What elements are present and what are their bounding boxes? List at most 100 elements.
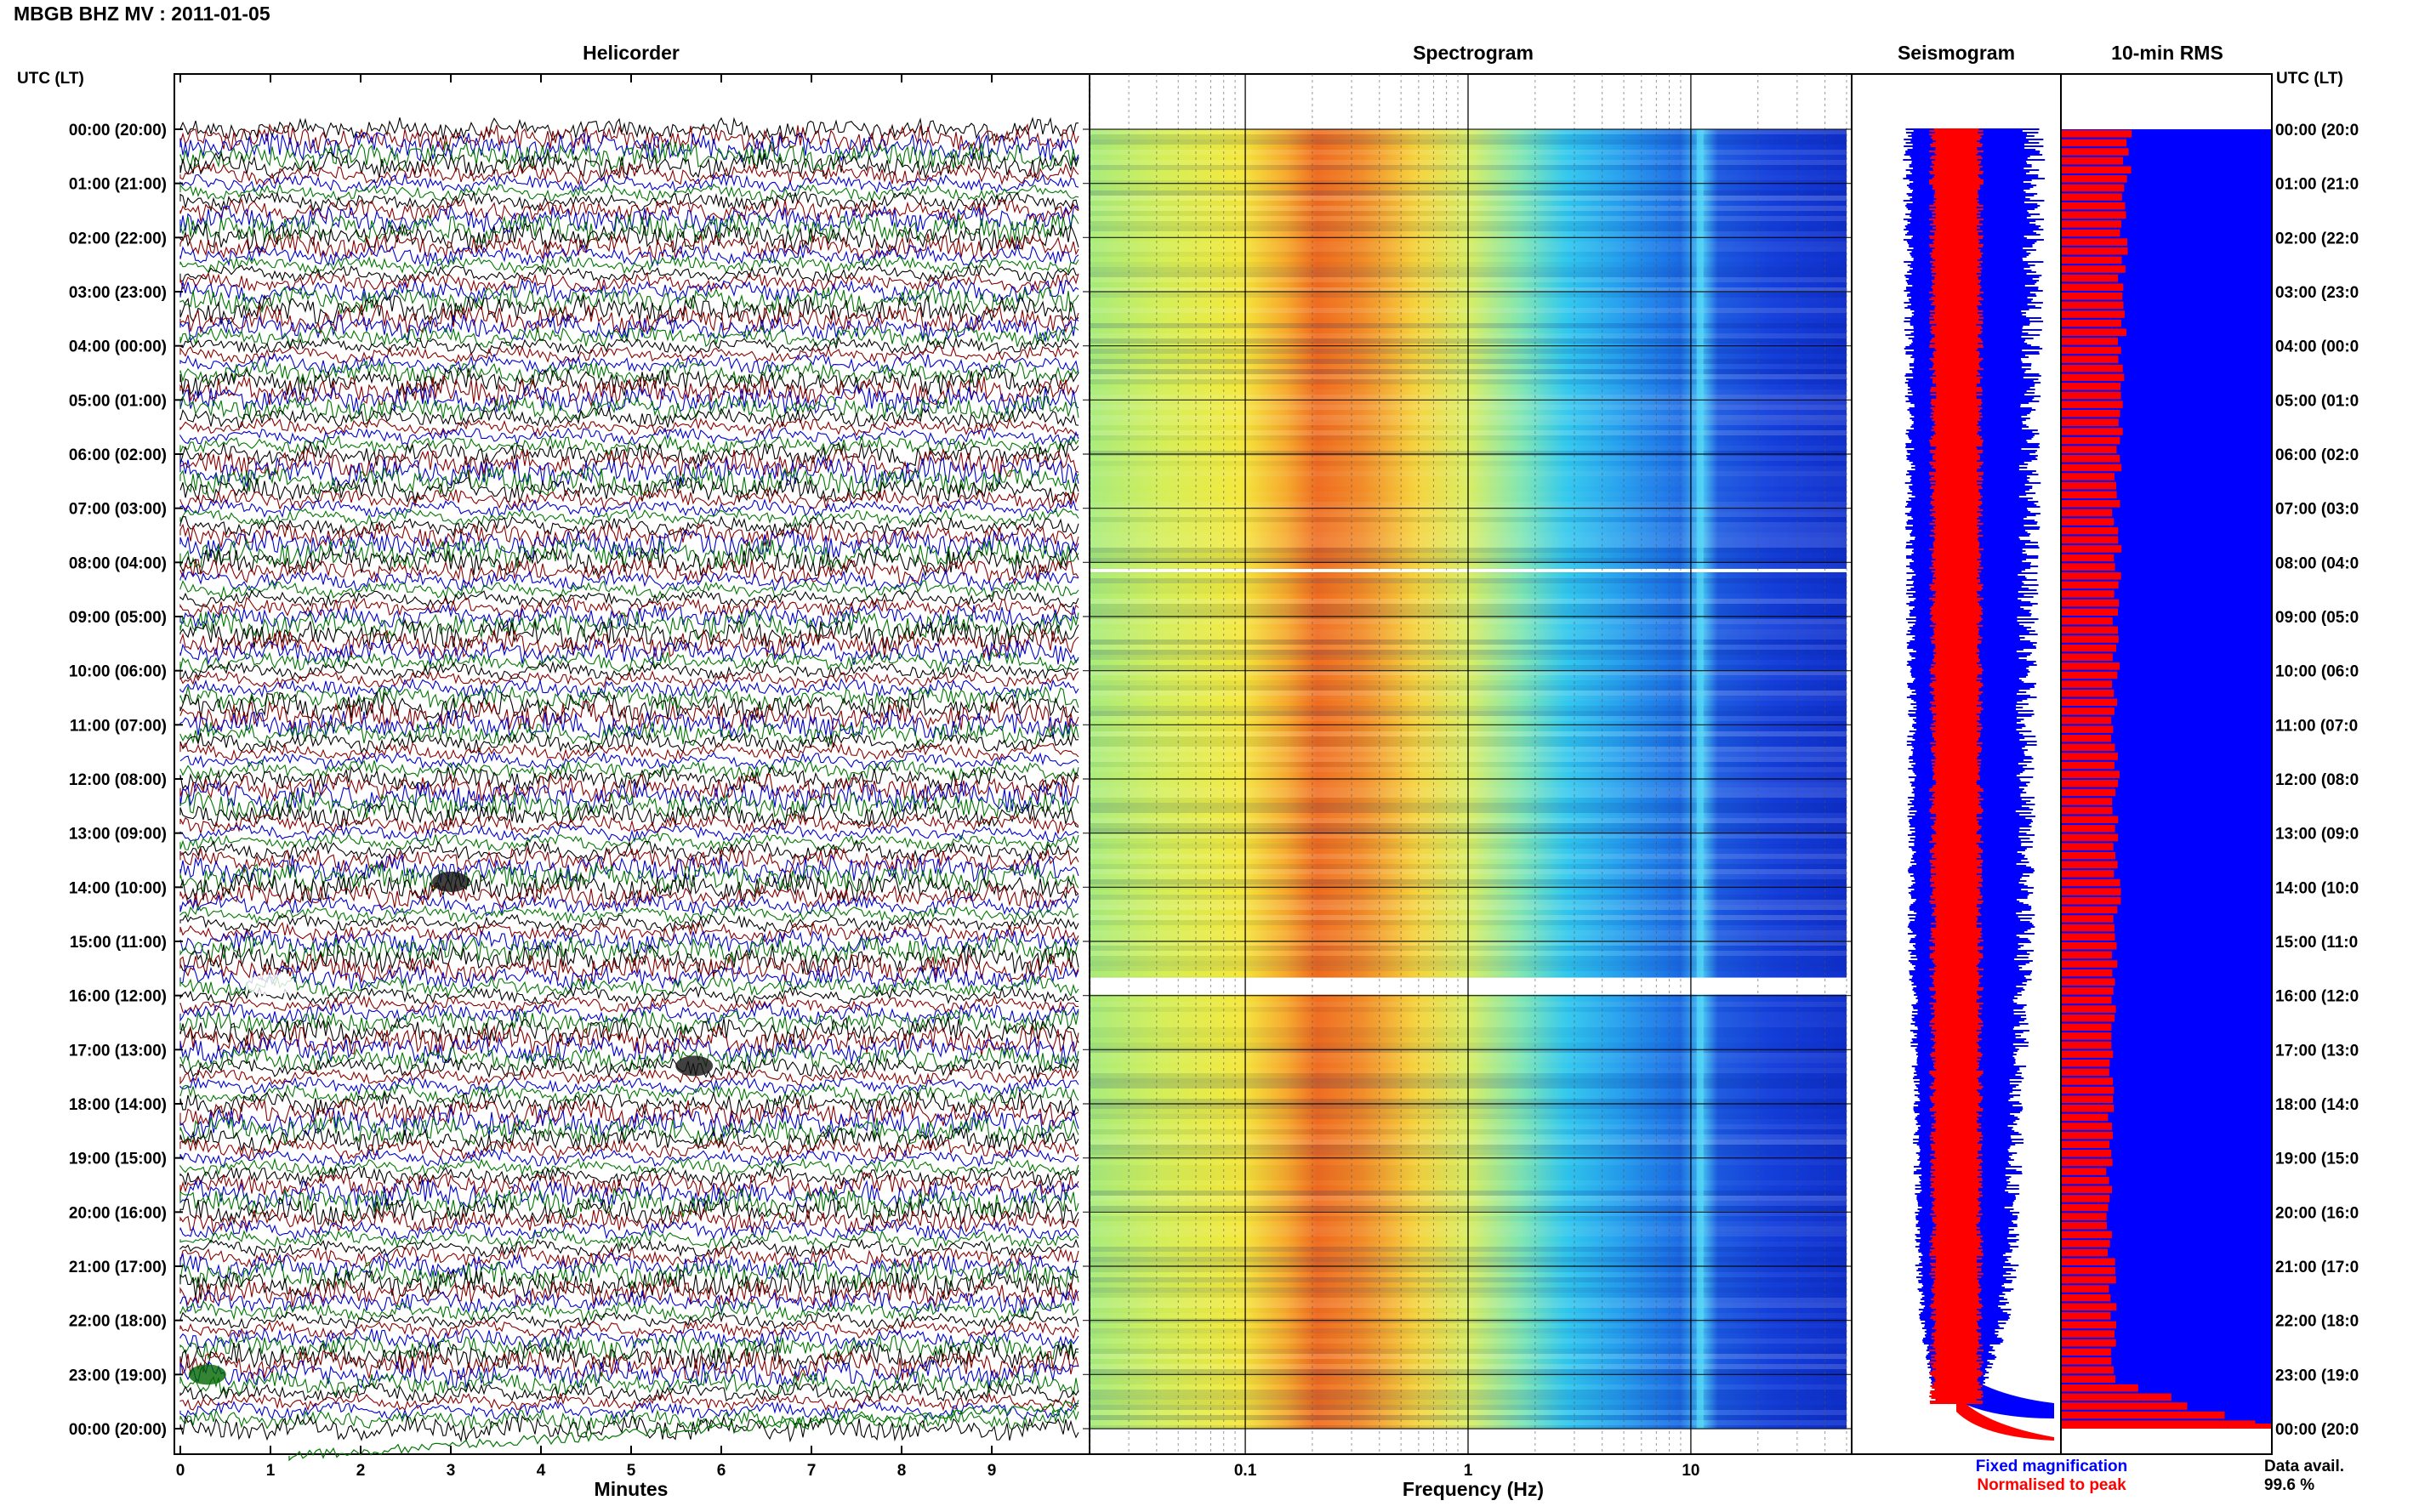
helicorder-trace xyxy=(179,325,1079,348)
hour-tick-label-left: 03:00 (23:00) xyxy=(69,284,167,302)
rms-bar xyxy=(2062,1357,2112,1365)
rms-bar xyxy=(2062,319,2121,327)
helicorder-event xyxy=(675,1055,714,1077)
hour-tick-label-right: 23:00 (19:0 xyxy=(2275,1367,2359,1384)
rms-bar xyxy=(2062,969,2113,977)
rms-bar xyxy=(2062,1203,2109,1212)
rms-bar xyxy=(2062,896,2121,905)
helicorder-trace xyxy=(179,1327,1079,1350)
helicorder-trace xyxy=(179,1067,1079,1087)
rms-bar xyxy=(2062,581,2119,589)
spectrogram-frequency-grid: 0.1 1 10 xyxy=(1089,74,1847,1480)
helicorder-trace xyxy=(179,928,1079,954)
helicorder-trace xyxy=(179,709,1079,740)
helicorder-trace xyxy=(179,162,1079,186)
hour-tick-label-right: 22:00 (18:0 xyxy=(2275,1313,2359,1331)
helicorder-x-tick-label: 3 xyxy=(447,1462,456,1480)
helicorder-trace xyxy=(179,833,1079,852)
hour-tick-label-right: 10:00 (06:0 xyxy=(2275,663,2359,681)
rms-bar xyxy=(2062,391,2121,400)
rms-bar xyxy=(2062,933,2115,941)
rms-bar xyxy=(2062,996,2112,1004)
rms-bar xyxy=(2062,851,2115,860)
helicorder-x-tick-label: 7 xyxy=(807,1462,817,1480)
helicorder-trace xyxy=(179,558,1079,586)
spectrogram-xlabel: Frequency (Hz) xyxy=(1403,1478,1544,1500)
rms-bar xyxy=(2062,1005,2116,1013)
rms-bar xyxy=(2062,743,2115,752)
helicorder-trace xyxy=(179,617,1079,651)
rms-bar xyxy=(2062,346,2121,355)
hour-tick-label-right: 18:00 (14:0 xyxy=(2275,1096,2359,1114)
helicorder-event xyxy=(245,974,296,995)
hour-tick-label-left: 08:00 (04:00) xyxy=(69,554,167,572)
helicorder-trace-drift xyxy=(288,1400,1079,1462)
seismogram-traces xyxy=(1903,128,2054,1441)
rms-bar xyxy=(2062,608,2119,616)
rms-bars xyxy=(2062,130,2271,1429)
rms-bar xyxy=(2062,1123,2112,1130)
helicorder-trace xyxy=(179,151,1079,180)
helicorder-trace xyxy=(179,751,1079,770)
hour-tick-label-left: 20:00 (16:00) xyxy=(69,1204,167,1222)
helicorder-trace xyxy=(179,1252,1079,1280)
helicorder-trace xyxy=(179,1300,1079,1322)
rms-bar xyxy=(2062,1077,2114,1085)
helicorder-trace xyxy=(179,1024,1079,1056)
page-title: MBGB BHZ MV : 2011-01-05 xyxy=(14,3,270,25)
helicorder-trace xyxy=(179,1334,1079,1362)
rms-bar-final xyxy=(2062,1424,2271,1429)
spectrogram-x-tick-label: 10 xyxy=(1682,1462,1699,1480)
helicorder-trace xyxy=(179,1083,1079,1106)
hour-tick-label-right: 03:00 (23:0 xyxy=(2275,284,2359,302)
rms-bar xyxy=(2062,644,2116,652)
helicorder-trace xyxy=(179,435,1079,456)
rms-bar xyxy=(2062,401,2123,408)
helicorder-trace xyxy=(179,975,1079,998)
helicorder-trace xyxy=(179,222,1079,253)
rms-bar xyxy=(2062,1402,2188,1410)
helicorder-trace xyxy=(179,731,1079,755)
helicorder-trace xyxy=(179,650,1079,674)
rms-bar xyxy=(2062,328,2126,337)
rms-bar xyxy=(2062,1131,2113,1140)
rms-bar xyxy=(2062,229,2120,237)
rms-title: 10-min RMS xyxy=(2111,42,2223,64)
rms-bar xyxy=(2062,418,2119,427)
rms-bar xyxy=(2062,373,2125,382)
helicorder-trace xyxy=(179,1197,1079,1227)
rms-bar xyxy=(2062,364,2123,372)
rms-bar xyxy=(2062,635,2119,643)
rms-bar xyxy=(2062,1393,2171,1401)
hour-tick-label-left: 14:00 (10:00) xyxy=(69,879,167,897)
helicorder-trace xyxy=(179,360,1079,387)
helicorder-trace xyxy=(179,1350,1079,1383)
helicorder-trace xyxy=(179,913,1079,933)
rms-bar xyxy=(2062,148,2129,156)
rms-bar xyxy=(2062,915,2114,923)
hour-tick-label-right: 01:00 (21:0 xyxy=(2275,176,2359,194)
rms-bar xyxy=(2062,1375,2115,1383)
hour-tick-label-left: 12:00 (08:00) xyxy=(69,771,167,789)
helicorder-trace xyxy=(179,861,1079,894)
rms-background xyxy=(2062,129,2271,1429)
helicorder-x-tick-label: 4 xyxy=(537,1462,546,1480)
rms-bar xyxy=(2062,509,2113,517)
hour-tick-label-left: 06:00 (02:00) xyxy=(69,446,167,464)
rms-bar xyxy=(2062,500,2120,508)
rms-bar xyxy=(2062,1285,2109,1293)
rms-bar xyxy=(2062,455,2120,463)
rms-bar xyxy=(2062,428,2123,435)
helicorder-trace xyxy=(179,685,1079,712)
rms-bar xyxy=(2062,689,2114,697)
helicorder-trace xyxy=(179,1016,1079,1047)
helicorder-trace xyxy=(179,1126,1079,1153)
helicorder-trace xyxy=(179,773,1079,804)
hour-tick-label-left: 23:00 (19:00) xyxy=(69,1367,167,1384)
hour-tick-label-right: 11:00 (07:0 xyxy=(2275,717,2358,735)
rms-bar xyxy=(2062,590,2114,598)
rms-bar xyxy=(2062,1411,2225,1419)
rms-bar xyxy=(2062,1303,2117,1311)
rms-bar xyxy=(2062,843,2114,850)
helicorder-trace xyxy=(179,1035,1079,1066)
